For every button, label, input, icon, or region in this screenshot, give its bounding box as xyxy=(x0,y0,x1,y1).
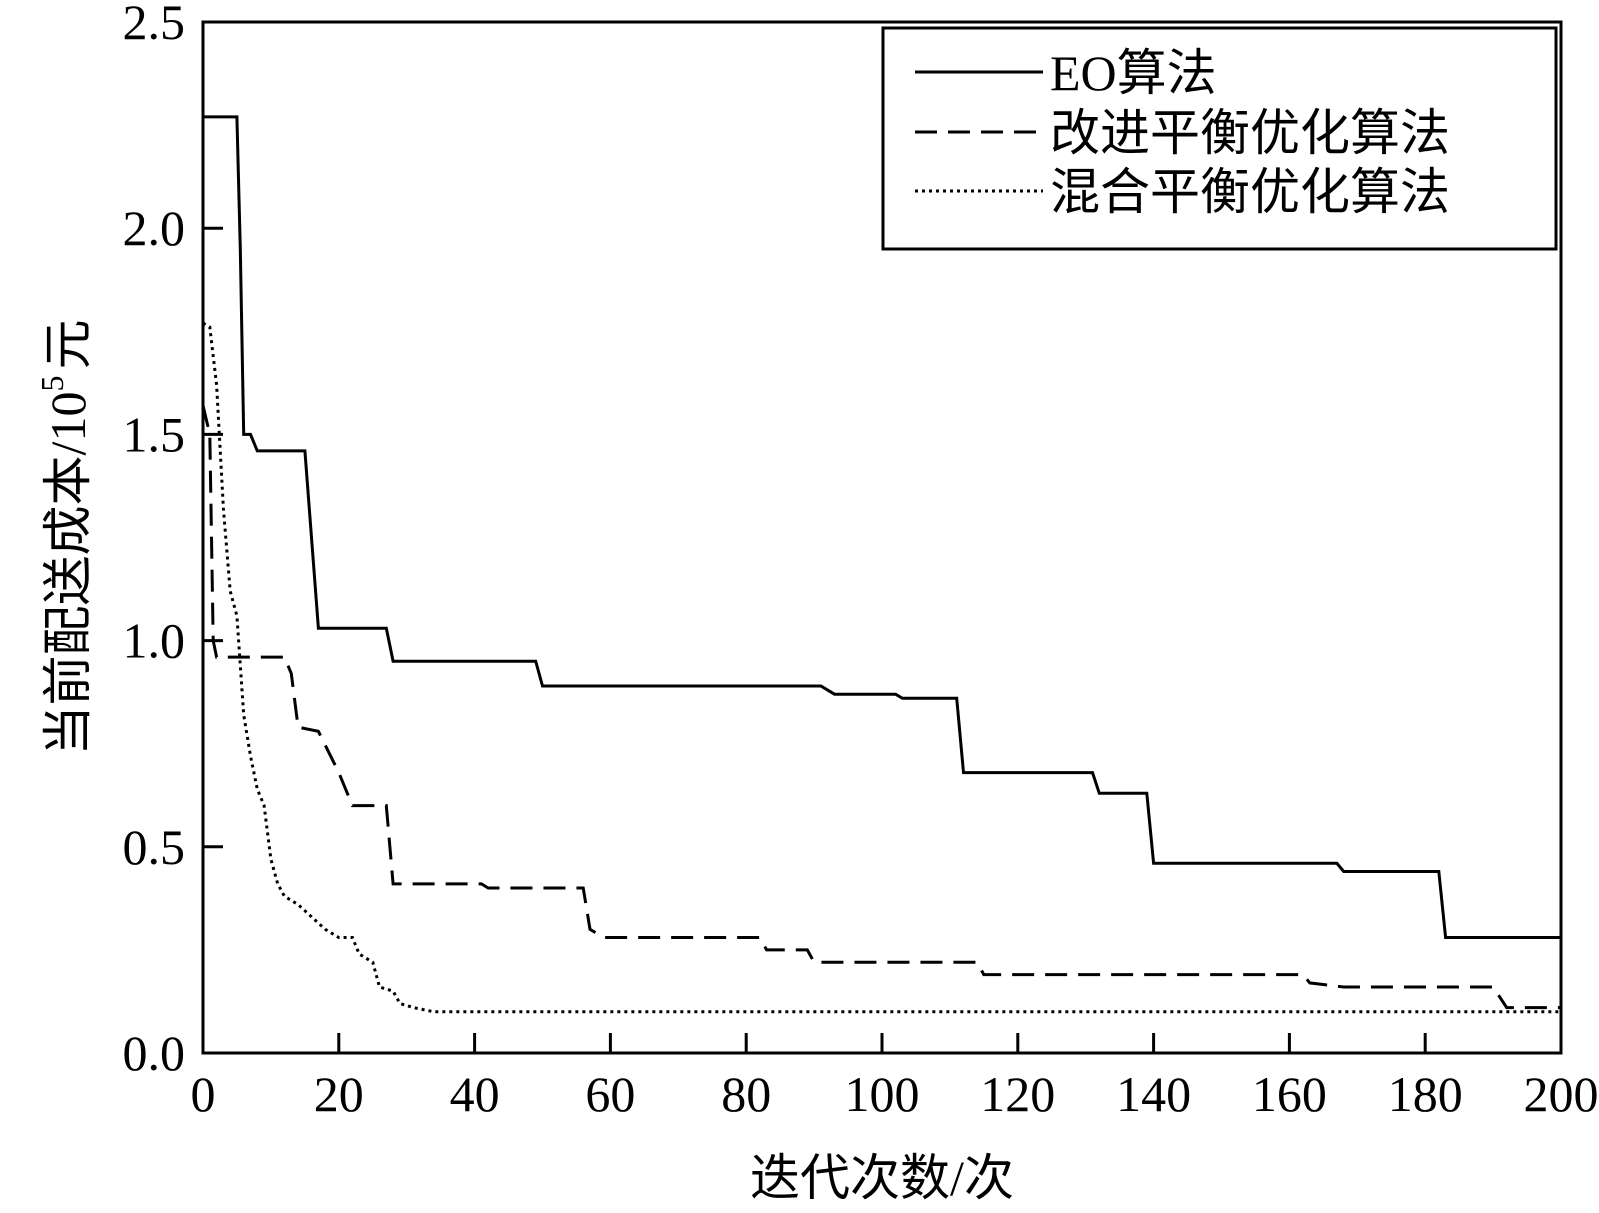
x-tick-label: 200 xyxy=(1524,1066,1599,1122)
y-tick-label: 0.0 xyxy=(123,1025,186,1081)
x-tick-label: 100 xyxy=(845,1066,920,1122)
x-tick-label: 60 xyxy=(585,1066,635,1122)
x-tick-label: 20 xyxy=(314,1066,364,1122)
x-tick-label: 180 xyxy=(1388,1066,1463,1122)
y-tick-label: 0.5 xyxy=(123,819,186,875)
y-axis-label: 当前配送成本/105 元 xyxy=(34,320,96,756)
x-tick-label: 140 xyxy=(1116,1066,1191,1122)
legend-label-hybrid: 混合平衡优化算法 xyxy=(1050,164,1450,220)
series-line-hybrid xyxy=(202,321,1561,1014)
y-tick-label: 1.0 xyxy=(123,613,186,669)
y-axis-label-sup: 5 xyxy=(34,376,70,392)
legend-label-eo: EO算法 xyxy=(1050,45,1217,101)
x-tick-label: 40 xyxy=(450,1066,500,1122)
y-tick-label: 1.5 xyxy=(123,406,186,462)
y-axis-label-prefix: 当前配送成本/10 xyxy=(40,392,96,756)
plot-area-frame xyxy=(201,20,1563,1055)
legend: EO算法 改进平衡优化算法 混合平衡优化算法 xyxy=(881,26,1558,251)
legend-box xyxy=(881,26,1558,251)
x-tick-label: 0 xyxy=(191,1066,216,1122)
y-tick-label: 2.0 xyxy=(123,200,186,256)
x-tick-label: 120 xyxy=(980,1066,1055,1122)
x-tick-label: 160 xyxy=(1252,1066,1327,1122)
y-axis-label-suffix: 元 xyxy=(40,320,96,370)
series-group xyxy=(201,115,1561,1014)
series-line-improved xyxy=(201,405,1561,1010)
legend-label-improved: 改进平衡优化算法 xyxy=(1050,105,1450,161)
series-line-eo xyxy=(203,115,1561,939)
tick-labels: 0 20 40 60 80 100 120 140 160 180 200 0.0 0.5 1.0 1.5 2… xyxy=(123,0,1599,1122)
x-axis-label: 迭代次数/次 xyxy=(750,1150,1014,1206)
y-tick-label: 2.5 xyxy=(123,0,186,50)
x-tick-label: 80 xyxy=(721,1066,771,1122)
